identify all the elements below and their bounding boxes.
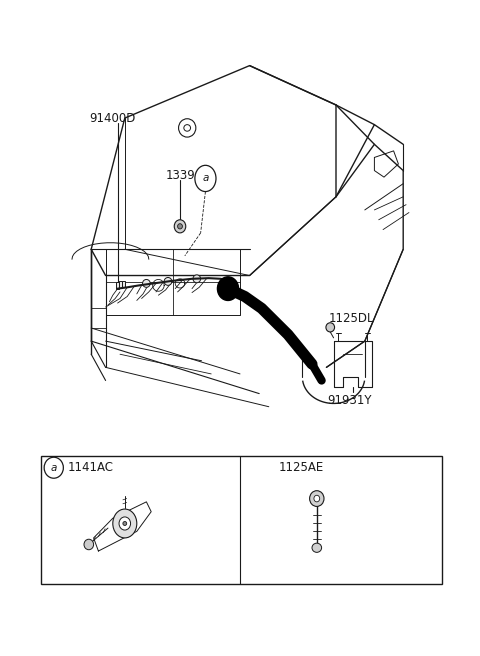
Ellipse shape (179, 119, 196, 137)
Text: 1125DL: 1125DL (329, 312, 374, 325)
Ellipse shape (113, 509, 137, 538)
Text: a: a (202, 173, 209, 184)
Ellipse shape (84, 539, 94, 550)
Bar (122, 281, 125, 287)
Ellipse shape (123, 522, 127, 525)
Ellipse shape (174, 220, 186, 233)
Ellipse shape (326, 323, 335, 332)
Ellipse shape (184, 125, 191, 131)
Text: 13396: 13396 (166, 169, 203, 182)
Ellipse shape (310, 491, 324, 506)
Ellipse shape (217, 277, 239, 300)
Text: 91400D: 91400D (89, 112, 135, 125)
Ellipse shape (312, 543, 322, 552)
Bar (116, 282, 119, 289)
Ellipse shape (193, 275, 201, 283)
Text: 1125AE: 1125AE (278, 461, 324, 474)
Ellipse shape (44, 457, 63, 478)
Text: a: a (50, 462, 57, 473)
Bar (119, 281, 122, 288)
Bar (41, 456, 442, 584)
Ellipse shape (164, 277, 172, 285)
Ellipse shape (119, 517, 131, 530)
Text: 1141AC: 1141AC (67, 461, 113, 474)
Ellipse shape (143, 279, 150, 287)
Text: 91931Y: 91931Y (327, 394, 372, 407)
Ellipse shape (178, 224, 182, 229)
Ellipse shape (195, 165, 216, 192)
Ellipse shape (314, 495, 320, 502)
